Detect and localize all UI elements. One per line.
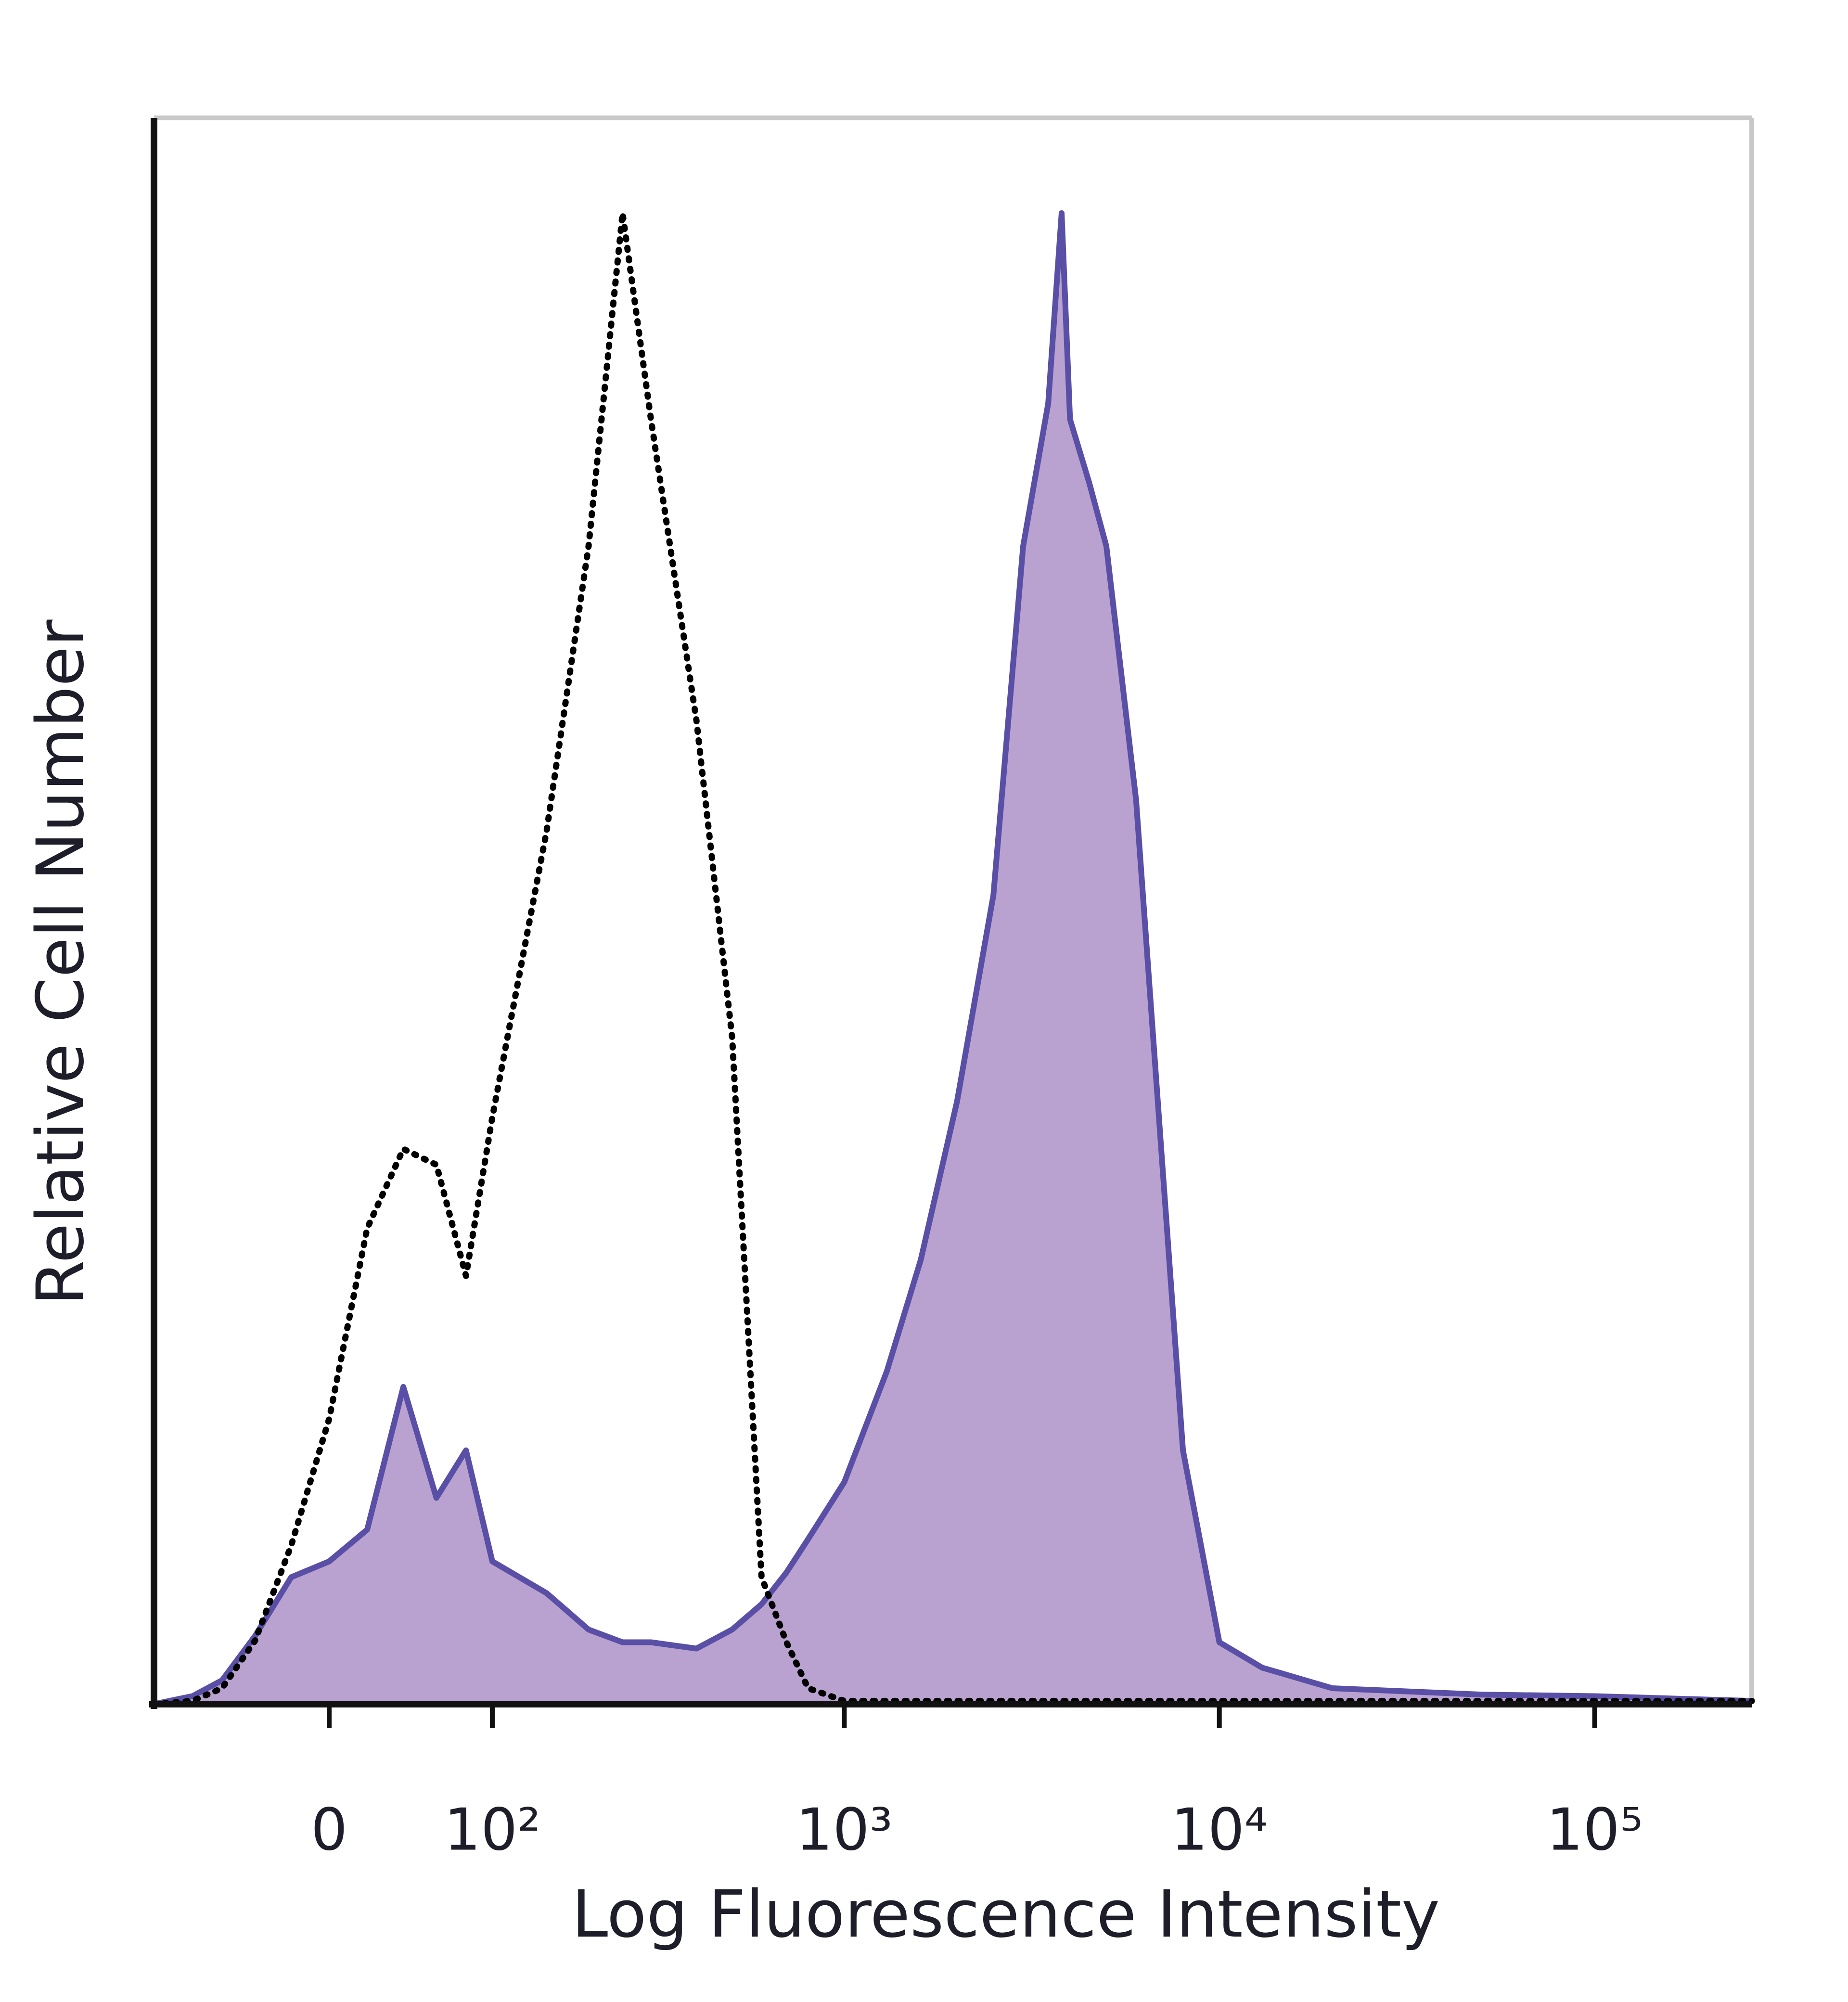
x-tick-label: 10³ xyxy=(796,1797,893,1864)
x-tick-label: 10⁵ xyxy=(1546,1797,1643,1864)
y-axis-title: Relative Cell Number xyxy=(23,619,98,1305)
x-axis-title: Log Fluorescence Intensity xyxy=(572,1876,1440,1952)
filled-area xyxy=(153,210,1752,1707)
x-tick-label: 10² xyxy=(444,1797,541,1864)
x-tick-label: 0 xyxy=(311,1797,347,1864)
x-tick-label: 10⁴ xyxy=(1171,1797,1268,1864)
